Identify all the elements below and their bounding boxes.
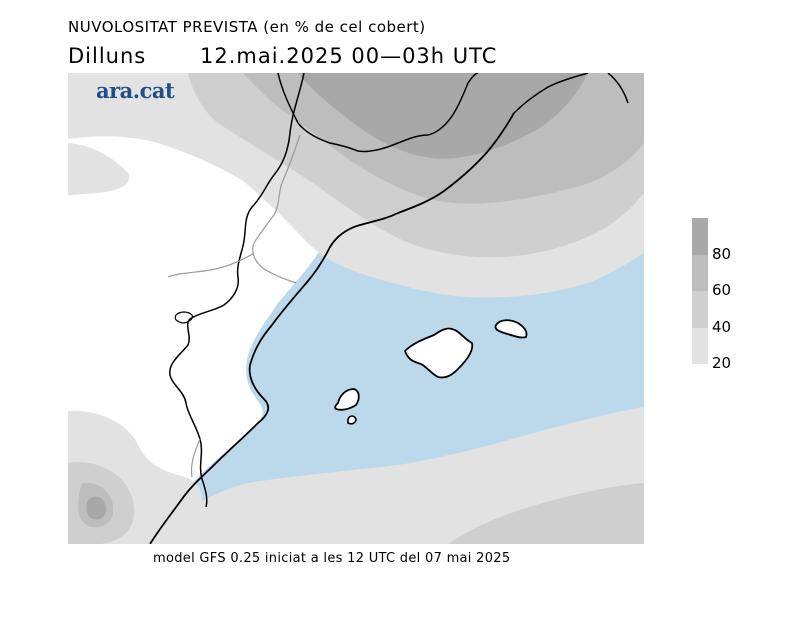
legend-label-60: 60 [712,281,732,299]
andorra-outline [174,311,193,324]
legend-swatch-40-60 [692,291,708,328]
formentera-island [347,415,357,425]
cloud-20-40-west [68,143,129,195]
map-canvas [68,73,644,544]
map-title: NUVOLOSITAT PREVISTA (en % de cel cobert… [68,18,426,36]
forecast-day: Dilluns [68,44,147,68]
cloud-cover-legend: 80 60 40 20 [692,218,762,372]
forecast-time: Dilluns 12.mai.2025 00—03h UTC [68,44,497,68]
cloud-cover-map [68,73,644,544]
east-border-2 [607,73,629,104]
region-border-2 [167,252,255,278]
legend-swatch-20-40 [692,327,708,364]
legend-swatch-60-80 [692,254,708,291]
legend-label-40: 40 [712,318,732,336]
legend-label-20: 20 [712,354,732,372]
coastline [149,112,515,544]
region-border-3 [190,438,201,478]
ara-cat-logo[interactable]: ara.cat [96,78,175,103]
forecast-datetime: 12.mai.2025 00—03h UTC [200,44,498,68]
legend-colorbar [692,218,708,364]
mallorca-island [403,327,474,379]
legend-swatch-80-100 [692,218,708,255]
legend-label-80: 80 [712,245,732,263]
cloud-80-100-north [298,73,588,159]
model-info-footer: model GFS 0.25 iniciat a les 12 UTC del … [153,551,511,566]
east-border [513,73,589,114]
eivissa-island [334,388,360,411]
cloud-80-100-southwest-core [86,496,106,520]
logo-text: ara.cat [96,78,175,103]
france-border [277,73,479,153]
menorca-island [494,319,528,339]
spain-west-border [169,73,305,508]
region-border-1 [252,134,301,284]
cloud-40-60-south-band [448,483,644,544]
